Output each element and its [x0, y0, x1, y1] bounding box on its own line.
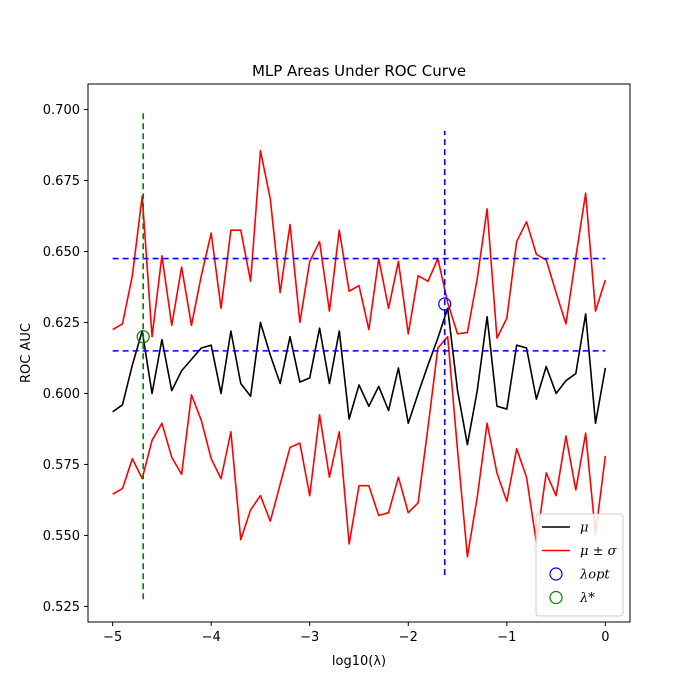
chart-title: MLP Areas Under ROC Curve	[252, 62, 466, 80]
x-tick-label: −2	[399, 630, 418, 645]
y-tick-label: 0.675	[43, 174, 80, 189]
y-tick-label: 0.600	[43, 387, 80, 402]
y-tick-label: 0.525	[43, 600, 80, 615]
legend-circle-swatch	[549, 567, 563, 581]
y-tick-label: 0.650	[43, 245, 80, 260]
legend: μ μ ± σ λopt λ*	[535, 513, 624, 617]
x-tick-label: −3	[300, 630, 319, 645]
series-line-upper-band	[112, 149, 607, 339]
series-line-mean	[112, 307, 607, 446]
x-tick-label: −5	[103, 630, 122, 645]
y-axis-label: ROC AUC	[19, 323, 34, 383]
legend-box	[535, 513, 624, 617]
y-tick-label: 0.700	[43, 103, 80, 118]
data-layer	[112, 149, 607, 558]
lambda-star-marker	[136, 330, 150, 344]
legend-label: λopt	[579, 568, 610, 583]
legend-label: μ	[580, 521, 588, 536]
markers	[136, 297, 452, 344]
legend-circle-swatch	[549, 590, 563, 605]
legend-label: λ*	[579, 591, 595, 606]
legend-label: μ ± σ	[580, 544, 618, 559]
y-tick-label: 0.575	[43, 458, 80, 473]
x-axis-ticks: −5 −4 −3 −2 −1 0	[103, 622, 610, 645]
y-tick-label: 0.550	[43, 529, 80, 544]
series-line-lower-band	[112, 335, 607, 558]
reference-lines	[112, 109, 606, 600]
lambda-opt-marker	[438, 297, 452, 311]
y-axis-ticks: 0.525 0.550 0.575 0.600 0.625 0.650 0.675 0.700	[43, 103, 88, 615]
x-tick-label: −4	[202, 630, 221, 645]
plot-frame	[87, 83, 631, 623]
x-tick-label: 0	[601, 630, 609, 645]
y-tick-label: 0.625	[43, 316, 80, 331]
x-tick-label: −1	[497, 630, 516, 645]
x-axis-label: log10(λ)	[332, 654, 386, 669]
